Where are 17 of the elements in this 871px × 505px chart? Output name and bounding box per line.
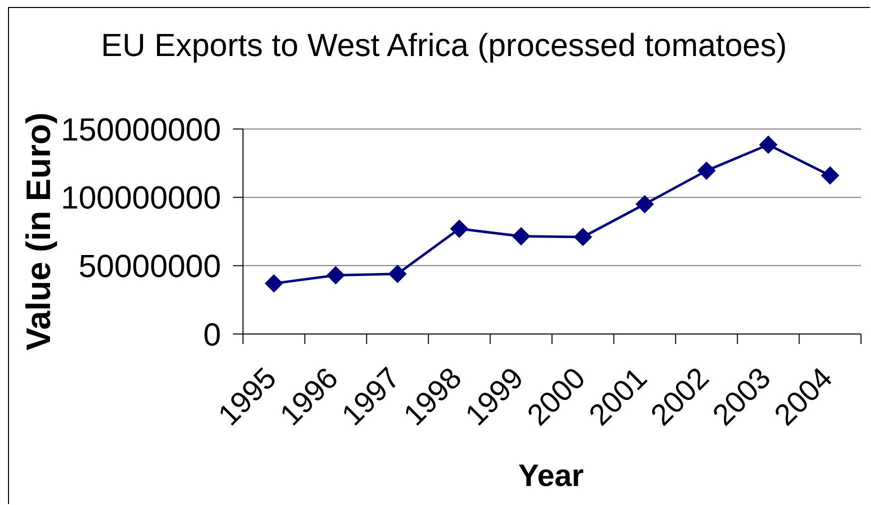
point — [821, 166, 840, 184]
point — [326, 266, 345, 284]
point — [636, 195, 654, 214]
point — [698, 162, 716, 180]
point — [450, 220, 468, 238]
chart-title: EU Exports to West Africa (processed tomatoes) — [100, 27, 788, 63]
y-axis-title: Value (in Euro) — [20, 112, 58, 351]
point — [388, 264, 406, 283]
point — [759, 136, 778, 154]
x-axis-title: Year — [518, 458, 584, 493]
point — [574, 228, 592, 246]
point — [264, 274, 283, 292]
y-tick-label: 100000000 — [60, 180, 221, 216]
y-tick-label: 0 — [203, 316, 221, 352]
point — [512, 227, 530, 246]
y-tick-label: 150000000 — [60, 111, 221, 148]
y-tick-label: 50000000 — [78, 248, 221, 284]
